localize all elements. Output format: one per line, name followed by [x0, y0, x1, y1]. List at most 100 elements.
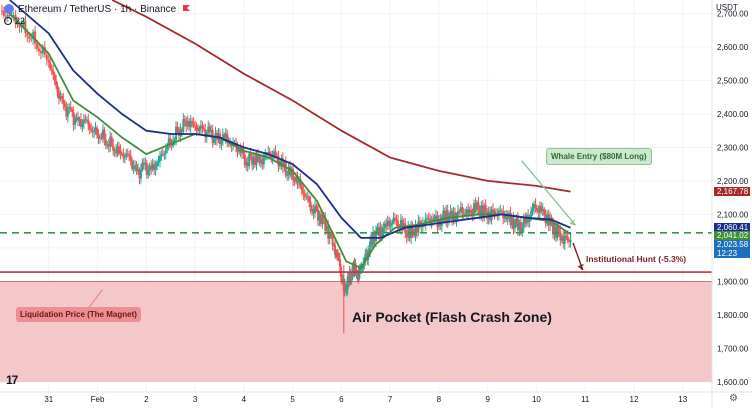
candle-body	[271, 155, 274, 159]
candle-body	[160, 154, 163, 156]
x-tick-label: 8	[437, 395, 442, 404]
candle-body	[289, 166, 292, 176]
candle-body	[104, 139, 107, 146]
candle-body	[194, 125, 197, 127]
y-tick-label: 2,400.00	[717, 110, 749, 119]
candle-body	[312, 208, 315, 214]
candle-body	[295, 177, 298, 182]
flash-crash-zone	[0, 281, 712, 382]
whale-entry-label: Whale Entry ($80M Long)	[546, 148, 652, 165]
candle-body	[464, 214, 467, 216]
candle-body	[82, 119, 85, 123]
candle-body	[401, 220, 404, 229]
candle-body	[335, 254, 338, 256]
flag-icon[interactable]	[183, 5, 191, 13]
candle-body	[38, 48, 41, 52]
candle-body	[302, 190, 305, 194]
candle-body	[296, 177, 299, 184]
candle-body	[499, 210, 502, 212]
candle-body	[201, 125, 204, 129]
candle-body	[8, 15, 11, 17]
candle-body	[142, 162, 145, 165]
candle-body	[553, 226, 556, 235]
y-tick-label: 2,700.00	[717, 9, 749, 18]
candle-body	[389, 224, 392, 227]
candle-body	[563, 235, 566, 245]
candle-body	[461, 207, 464, 213]
candle-body	[120, 154, 123, 156]
currency-label[interactable]: USDT	[716, 3, 738, 12]
candle-body	[449, 210, 452, 216]
candle-body	[395, 219, 398, 221]
candle-body	[204, 129, 207, 138]
candle-body	[100, 137, 103, 139]
candle-body	[93, 131, 96, 133]
candle-body	[478, 209, 481, 217]
candle-body	[309, 201, 312, 212]
levels	[0, 232, 712, 282]
air-pocket-label: Air Pocket (Flash Crash Zone)	[352, 309, 552, 325]
candle-body	[338, 259, 341, 267]
candle-body	[280, 158, 283, 166]
x-tick-label: 9	[485, 395, 490, 404]
candle-body	[96, 127, 99, 136]
ma-slow-price-label: 2,167.78	[714, 187, 750, 197]
candle-body	[223, 134, 226, 138]
candle-body	[156, 162, 159, 167]
candle-body	[84, 119, 87, 121]
candle-body	[261, 159, 264, 165]
candle-body	[188, 120, 191, 128]
candle-body	[55, 80, 58, 86]
symbol-title[interactable]: Ethereum / TetherUS · 1h · Binance	[18, 3, 177, 15]
indicator-badge[interactable]: 22	[4, 16, 25, 26]
candle-body	[109, 136, 112, 147]
candle-body	[210, 130, 213, 133]
candle-body	[125, 153, 128, 157]
candle-body	[68, 107, 71, 109]
x-tick-label: 5	[290, 395, 295, 404]
candle-body	[388, 220, 391, 227]
candle-body	[474, 203, 477, 211]
candle-body	[508, 212, 511, 217]
gear-icon[interactable]: ⚙	[729, 393, 738, 404]
candle-body	[53, 74, 56, 81]
candle-body	[246, 162, 249, 167]
candle-body	[199, 125, 202, 128]
candle-body	[380, 227, 383, 237]
candle-body	[321, 215, 324, 225]
candle-body	[492, 209, 495, 212]
candle-body	[43, 47, 46, 55]
tradingview-logo[interactable]: 17	[6, 373, 18, 387]
candle-body	[300, 186, 303, 191]
candle-body	[169, 138, 172, 143]
candle-body	[350, 278, 353, 280]
candle-body	[195, 126, 198, 131]
candle-body	[248, 153, 251, 167]
chart-header[interactable]: Ethereum / TetherUS · 1h · Binance	[4, 2, 191, 16]
x-tick-label: 7	[388, 395, 393, 404]
candle-body	[110, 136, 113, 145]
candle-body	[297, 179, 300, 184]
candle-body	[379, 227, 382, 237]
candle-body	[369, 241, 372, 254]
candle-body	[90, 128, 93, 131]
candle-body	[470, 209, 473, 214]
candle-body	[274, 151, 277, 156]
candle-body	[106, 144, 109, 146]
candle-body	[424, 218, 427, 226]
candle-body	[535, 208, 538, 211]
x-tick-label: 13	[678, 395, 687, 404]
candle-body	[0, 10, 3, 12]
candle-body	[41, 47, 44, 54]
y-tick-label: 2,100.00	[717, 210, 749, 219]
candle-body	[180, 129, 183, 132]
candle-body	[358, 268, 361, 279]
candle-body	[458, 210, 461, 212]
candle-body	[183, 119, 186, 122]
candle-body	[62, 99, 65, 104]
candle-body	[185, 121, 188, 127]
candle-body	[521, 226, 524, 233]
candle-body	[290, 168, 293, 176]
candle-body	[336, 254, 339, 256]
